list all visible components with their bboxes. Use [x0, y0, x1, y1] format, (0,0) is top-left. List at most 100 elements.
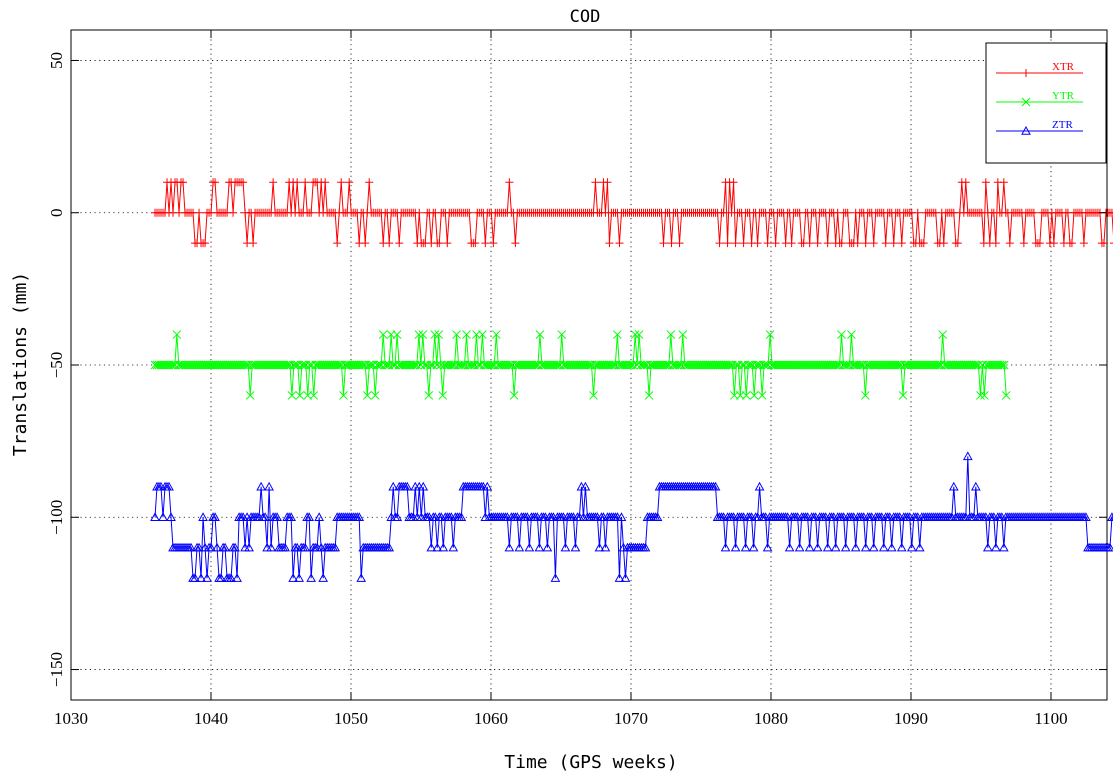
series-ztr-point — [388, 481, 399, 491]
series-ztr-point — [304, 512, 315, 521]
series-ztr-point — [998, 542, 1009, 552]
series-ytr-point — [362, 391, 372, 400]
series-xtr-point — [771, 239, 780, 248]
x-tick-label: 1100 — [1034, 709, 1067, 728]
series-xtr-point — [505, 178, 514, 187]
series-ztr-point — [354, 512, 365, 521]
series-ytr-point — [634, 330, 644, 339]
series-ytr-point — [724, 360, 733, 370]
series-ytr — [150, 330, 1011, 400]
series-xtr-point — [333, 239, 342, 248]
series-ytr-point — [557, 330, 567, 339]
series-ytr-point — [974, 360, 983, 370]
series-ytr-point — [370, 391, 380, 400]
legend-ztr-label: ZTR — [1052, 119, 1073, 131]
series-xtr-point — [843, 208, 852, 217]
x-tick-label: 1090 — [894, 709, 928, 728]
series-ytr-point — [892, 360, 902, 370]
series-ztr-point — [730, 542, 741, 552]
series-xtr-point — [763, 239, 772, 248]
series-ztr-point — [288, 573, 298, 582]
series-ztr-point — [906, 542, 917, 552]
series-xtr-point — [361, 239, 370, 248]
series-ztr-point — [784, 542, 795, 552]
series-ytr-point — [995, 360, 1005, 370]
series-ztr-point — [570, 542, 581, 552]
series-ztr-point — [220, 542, 230, 552]
series-ytr-point — [333, 360, 342, 370]
series-ytr-point — [378, 330, 388, 339]
series-ztr-point — [614, 573, 625, 582]
series-ztr-point — [190, 573, 200, 582]
series-ytr-point — [607, 360, 616, 370]
series-ytr-point — [860, 391, 870, 400]
series-ytr-point — [589, 391, 598, 400]
series-ytr-point — [408, 360, 418, 370]
series-ztr-point — [962, 451, 973, 461]
series-ztr-point — [970, 481, 981, 491]
series-ytr-point — [491, 330, 501, 339]
series-xtr-point — [365, 178, 374, 187]
series-ytr-point — [446, 360, 455, 370]
series-ztr-line — [154, 456, 1113, 579]
y-tick-label: −100 — [47, 500, 66, 535]
series-ztr-point — [418, 481, 429, 491]
series-xtr-point — [897, 239, 906, 248]
series-ytr-point — [837, 330, 846, 339]
series-ytr-point — [535, 330, 545, 339]
series-ztr-point — [330, 542, 341, 552]
series-ytr-point — [432, 360, 442, 370]
legend-xtr-marker — [1022, 69, 1030, 77]
series-ytr-point — [638, 360, 648, 370]
series-ztr-point — [948, 481, 959, 491]
series-ztr-point — [286, 512, 296, 521]
series-xtr-point — [675, 239, 684, 248]
series-xtr-point — [719, 208, 728, 217]
axis-ticks: 1030 1040 1050 1060 1070 1080 1090 1100 50 0 −50 −1… — [47, 30, 1107, 728]
x-tick-label: 1070 — [614, 709, 648, 728]
series-ytr-point — [759, 360, 769, 370]
series-xtr-point — [787, 239, 796, 248]
series-ytr-point — [339, 391, 348, 400]
series-ztr-point — [232, 573, 242, 582]
series-ztr-point — [318, 573, 329, 582]
series-ztr-point — [216, 573, 226, 582]
series-xtr-point — [1029, 208, 1038, 217]
series-ztr-point — [542, 542, 553, 552]
series-ztr-point — [640, 542, 651, 552]
series-ztr-point — [196, 573, 206, 582]
series-ytr-point — [295, 391, 305, 400]
series-ztr-point — [294, 573, 304, 582]
x-tick-label: 1030 — [54, 709, 88, 728]
series-ytr-point — [309, 391, 319, 400]
x-tick-label: 1050 — [334, 709, 368, 728]
series-ytr-point — [741, 391, 751, 400]
x-tick-label: 1040 — [194, 709, 228, 728]
series-ytr-point — [438, 391, 448, 400]
series-ytr-line — [155, 334, 1007, 396]
series-ytr-point — [938, 330, 948, 339]
series-xtr-point — [715, 239, 724, 248]
series-xtr-point — [345, 178, 354, 187]
series-ztr-point — [230, 542, 240, 552]
series-ztr-point — [560, 542, 571, 552]
series-ztr-point — [550, 573, 561, 582]
series-xtr-point — [481, 239, 490, 248]
series-ztr-point — [1081, 512, 1091, 521]
series-ytr-point — [456, 360, 465, 370]
series-ztr-point — [306, 573, 317, 582]
series-ztr-point — [448, 542, 459, 552]
series-ztr-point — [272, 512, 282, 521]
series-ztr-point — [830, 542, 841, 552]
series-ztr-point — [164, 481, 174, 491]
series-ztr-point — [202, 573, 212, 582]
series-ztr-point — [710, 481, 721, 491]
series-xtr-point — [1067, 239, 1076, 248]
series-xtr-point — [591, 178, 600, 187]
series-ytr-point — [749, 391, 759, 400]
series-ztr-point — [384, 542, 395, 552]
series-ztr-point — [878, 542, 889, 552]
series-ztr-point — [438, 542, 449, 552]
series-ztr-point — [150, 512, 160, 521]
